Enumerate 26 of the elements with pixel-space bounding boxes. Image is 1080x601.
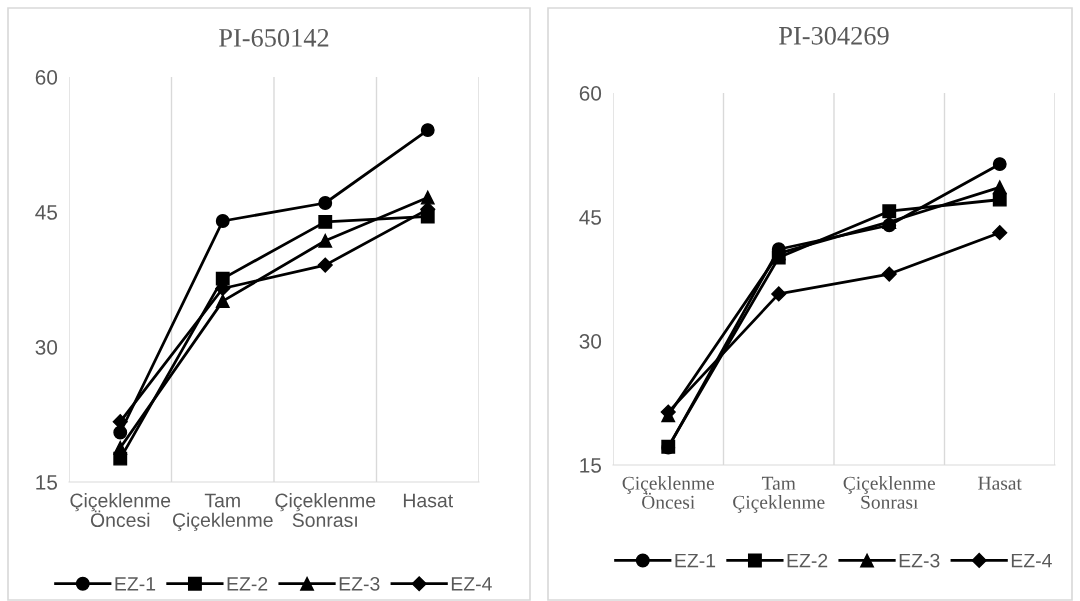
legend-label: EZ-4 — [451, 577, 492, 591]
x-tick-label: Çiçeklenme Öncesi — [622, 476, 715, 509]
x-tick-label: Hasat — [978, 476, 1022, 490]
y-tick-label: 15 — [580, 458, 602, 473]
legend-label: EZ-3 — [339, 576, 380, 591]
y-tick-label: 60 — [35, 70, 58, 85]
chart-title: PI-650142 — [219, 28, 329, 47]
x-tick-label: Hasat — [403, 493, 454, 508]
y-tick-label: 30 — [35, 340, 58, 355]
legend-label: EZ-1 — [115, 577, 156, 591]
x-tick-label: Tam Çiçeklenme — [733, 476, 825, 513]
y-tick-label: 60 — [579, 86, 602, 101]
legend-label: EZ-3 — [899, 553, 940, 568]
legend-label: EZ-1 — [675, 553, 716, 568]
legend-label: EZ-2 — [227, 576, 268, 591]
chart-title: PI-304269 — [779, 26, 889, 45]
y-tick-label: 45 — [579, 210, 602, 225]
x-tick-label: Tam Çiçeklenme — [172, 493, 273, 531]
x-tick-label: Çiçeklenme Sonrası — [843, 476, 936, 509]
x-tick-label: Çiçeklenme Öncesi — [70, 493, 171, 528]
y-tick-label: 15 — [36, 475, 58, 490]
legend-label: EZ-2 — [787, 553, 828, 568]
y-tick-label: 30 — [579, 334, 602, 349]
legend-label: EZ-4 — [1011, 553, 1052, 568]
y-tick-label: 45 — [35, 205, 58, 220]
x-tick-label: Çiçeklenme Sonrası — [275, 493, 376, 528]
